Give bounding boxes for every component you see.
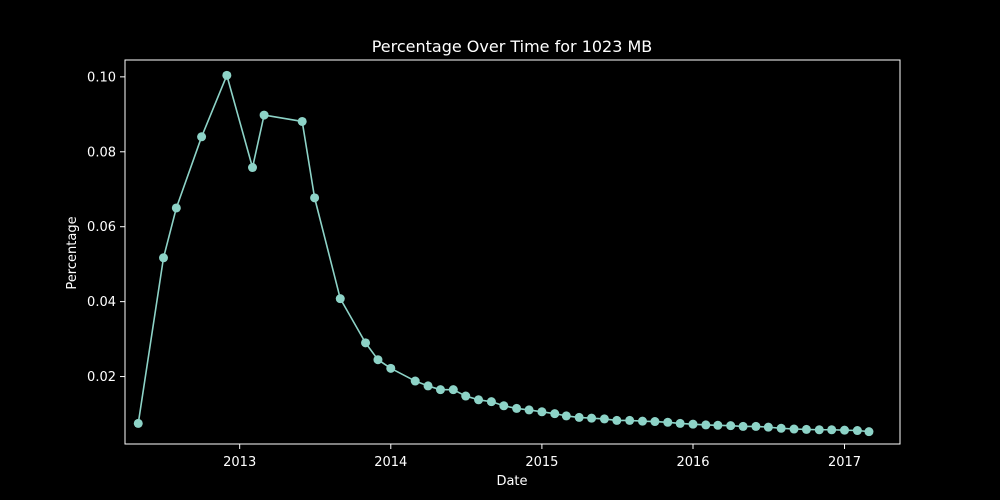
data-point (222, 70, 232, 80)
x-tick-label: 2015 (525, 455, 558, 470)
data-point (789, 424, 799, 434)
x-tick-label: 2013 (223, 455, 256, 470)
data-point (675, 418, 685, 428)
x-axis-label: Date (496, 474, 527, 489)
data-point (713, 420, 723, 430)
data-point (486, 397, 496, 407)
y-tick-label: 0.04 (87, 295, 116, 310)
data-point (448, 385, 458, 395)
data-point (474, 395, 484, 405)
data-point (310, 193, 320, 203)
data-point (599, 414, 609, 424)
data-point (512, 403, 522, 413)
data-point (499, 401, 509, 411)
y-axis-label: Percentage (65, 216, 80, 289)
data-point (612, 415, 622, 425)
data-point (587, 413, 597, 423)
data-point (574, 412, 584, 422)
data-point (688, 419, 698, 429)
data-point (386, 363, 396, 373)
data-point (133, 418, 143, 428)
axis-ticks: 2013 2014 2015 2016 2017 0.02 0.04 0.06 0.08 0.10 (87, 70, 861, 470)
data-point (561, 411, 571, 421)
y-tick-label: 0.06 (87, 220, 116, 235)
data-point (852, 426, 862, 436)
data-point (827, 425, 837, 435)
data-point (776, 423, 786, 433)
data-point (650, 417, 660, 427)
data-point (335, 294, 345, 304)
data-point (637, 416, 647, 426)
data-point (297, 116, 307, 126)
data-point (801, 424, 811, 434)
data-point (840, 425, 850, 435)
data-point (171, 203, 181, 213)
y-tick-label: 0.10 (87, 70, 116, 85)
data-point (814, 425, 824, 435)
data-point (524, 405, 534, 415)
data-point (751, 421, 761, 431)
data-point (373, 355, 383, 365)
x-tick-label: 2016 (676, 455, 709, 470)
chart-title: Percentage Over Time for 1023 MB (372, 37, 653, 56)
data-point (410, 376, 420, 386)
series-layer (133, 70, 874, 437)
y-tick-label: 0.02 (87, 370, 116, 385)
data-point (726, 421, 736, 431)
data-point (625, 415, 635, 425)
plot-frame (124, 59, 901, 445)
data-point (248, 163, 258, 173)
data-point (701, 420, 711, 430)
data-point (423, 381, 433, 391)
data-point (864, 427, 874, 437)
data-point (159, 253, 169, 263)
x-tick-label: 2014 (374, 455, 407, 470)
y-tick-label: 0.08 (87, 145, 116, 160)
data-point (537, 407, 547, 417)
data-point (763, 422, 773, 432)
data-point (663, 417, 673, 427)
data-point (435, 385, 445, 395)
x-tick-label: 2017 (828, 455, 861, 470)
data-point (259, 110, 269, 120)
data-point (461, 391, 471, 401)
data-point (738, 421, 748, 431)
data-point (550, 409, 560, 419)
data-point (361, 338, 371, 348)
data-point (197, 132, 207, 142)
